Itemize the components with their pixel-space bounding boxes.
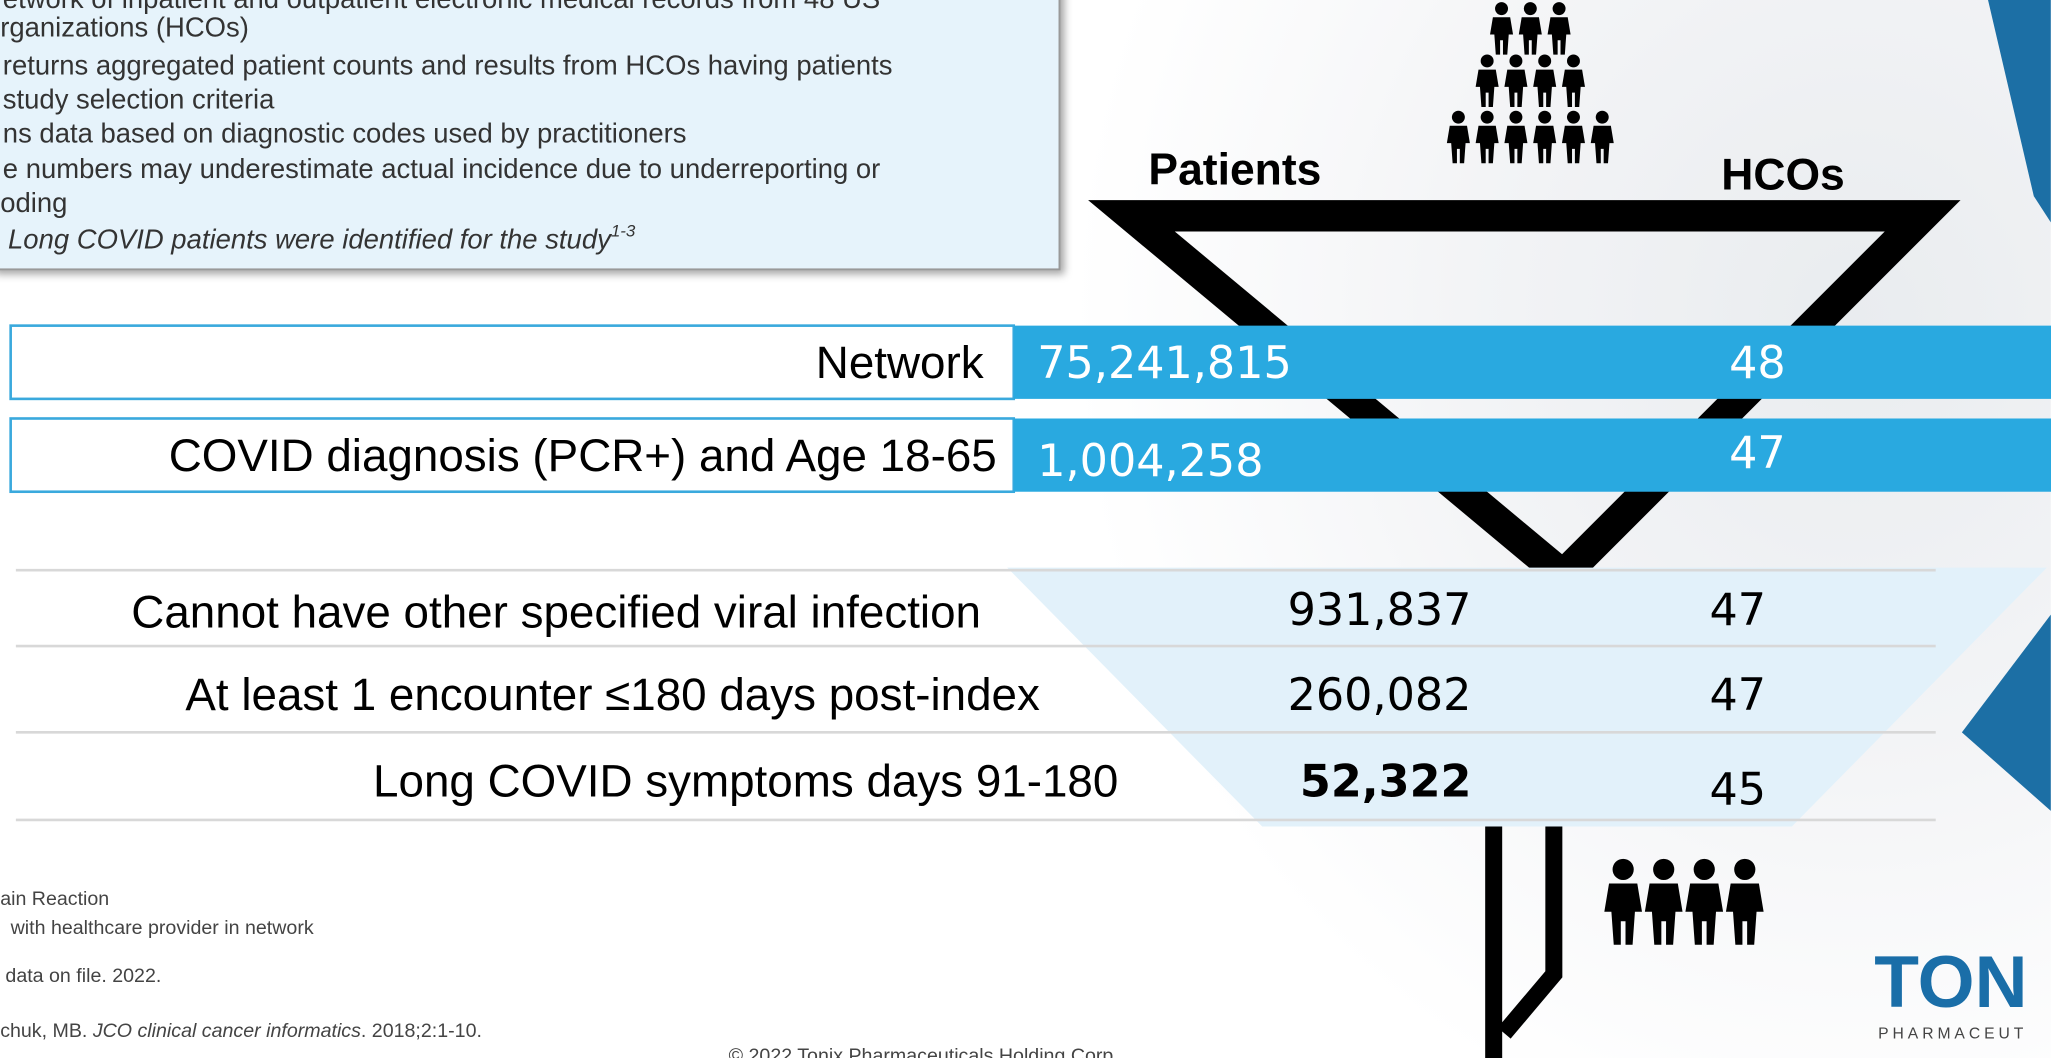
row-patients: 260,082 [1288, 670, 1472, 721]
row-hcos: 48 [1729, 338, 1786, 389]
patients-header: Patients [1148, 145, 1321, 194]
row-patients: 1,004,258 [1037, 436, 1263, 487]
info-line: study selection criteria [3, 84, 275, 115]
reference-details: . 2018;2:1-10. [361, 1020, 482, 1042]
row-label: Network [816, 337, 984, 388]
row-label: COVID diagnosis (PCR+) and Age 18-65 [169, 430, 997, 481]
row-hcos: 45 [1709, 764, 1766, 815]
funnel-body [1007, 567, 2047, 827]
copyright: © 2022 Tonix Pharmaceuticals Holding Cor… [729, 1045, 1119, 1058]
logo: TON [1874, 941, 2027, 1023]
footnote: ain Reaction [0, 888, 109, 910]
row-hcos: 47 [1709, 670, 1766, 721]
row-label: At least 1 encounter ≤180 days post-inde… [185, 669, 1040, 720]
info-line: ns data based on diagnostic codes used b… [3, 118, 687, 149]
reference: chuk, MB. JCO clinical cancer informatic… [0, 1020, 482, 1042]
info-box [0, 0, 1061, 271]
row-label: Cannot have other specified viral infect… [131, 587, 981, 638]
conclusion: Long COVID patients were identified for … [8, 222, 636, 255]
decor [1988, 0, 2051, 223]
funnel-spout [1485, 826, 1563, 1058]
reference-authors: chuk, MB. [0, 1020, 93, 1042]
hcos-header: HCOs [1721, 151, 1845, 200]
row-label: Long COVID symptoms days 91-180 [373, 755, 1118, 806]
info-line: rganizations (HCOs) [0, 12, 249, 43]
row-label-box [9, 417, 1016, 494]
row-hcos: 47 [1709, 585, 1766, 636]
info-line: returns aggregated patient counts and re… [3, 50, 893, 81]
conclusion-ref: 1-3 [611, 222, 636, 241]
conclusion-text: Long COVID patients were identified for … [8, 223, 613, 254]
row-value-band [1013, 325, 2051, 399]
row-patients: 52,322 [1300, 756, 1472, 807]
decor [1961, 614, 2051, 811]
logo-tagline: PHARMACEUT [1878, 1025, 2027, 1042]
info-line: etwork of inpatient and outpatient elect… [3, 0, 880, 14]
row-label-box [9, 324, 1016, 401]
info-line: e numbers may underestimate actual incid… [3, 153, 880, 184]
footnote: data on file. 2022. [5, 965, 161, 987]
info-line: oding [0, 187, 67, 218]
footnote: with healthcare provider in network [10, 917, 314, 939]
row-value-band [1013, 418, 2051, 492]
row-patients: 75,241,815 [1037, 338, 1292, 389]
row-hcos: 47 [1729, 428, 1786, 479]
row-patients: 931,837 [1288, 585, 1472, 636]
reference-journal: JCO clinical cancer informatics [92, 1020, 361, 1042]
